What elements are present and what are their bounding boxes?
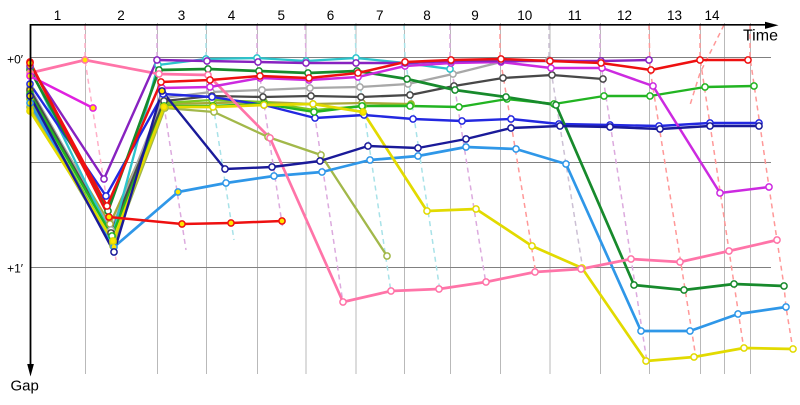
svg-text:+0′: +0′	[7, 53, 24, 67]
svg-text:7: 7	[376, 8, 384, 23]
svg-text:+1′: +1′	[7, 262, 24, 276]
svg-text:14: 14	[704, 8, 720, 23]
svg-text:2: 2	[117, 8, 125, 23]
svg-text:9: 9	[471, 8, 479, 23]
svg-text:1: 1	[54, 8, 62, 23]
svg-text:13: 13	[667, 8, 682, 23]
svg-text:6: 6	[327, 8, 335, 23]
svg-text:Time: Time	[743, 28, 778, 45]
svg-text:11: 11	[568, 8, 582, 23]
svg-text:Gap: Gap	[11, 378, 39, 395]
svg-text:12: 12	[617, 8, 632, 23]
svg-text:8: 8	[423, 8, 431, 23]
svg-text:5: 5	[277, 8, 285, 23]
svg-text:10: 10	[517, 8, 532, 23]
svg-text:4: 4	[228, 8, 236, 23]
svg-text:3: 3	[178, 8, 186, 23]
